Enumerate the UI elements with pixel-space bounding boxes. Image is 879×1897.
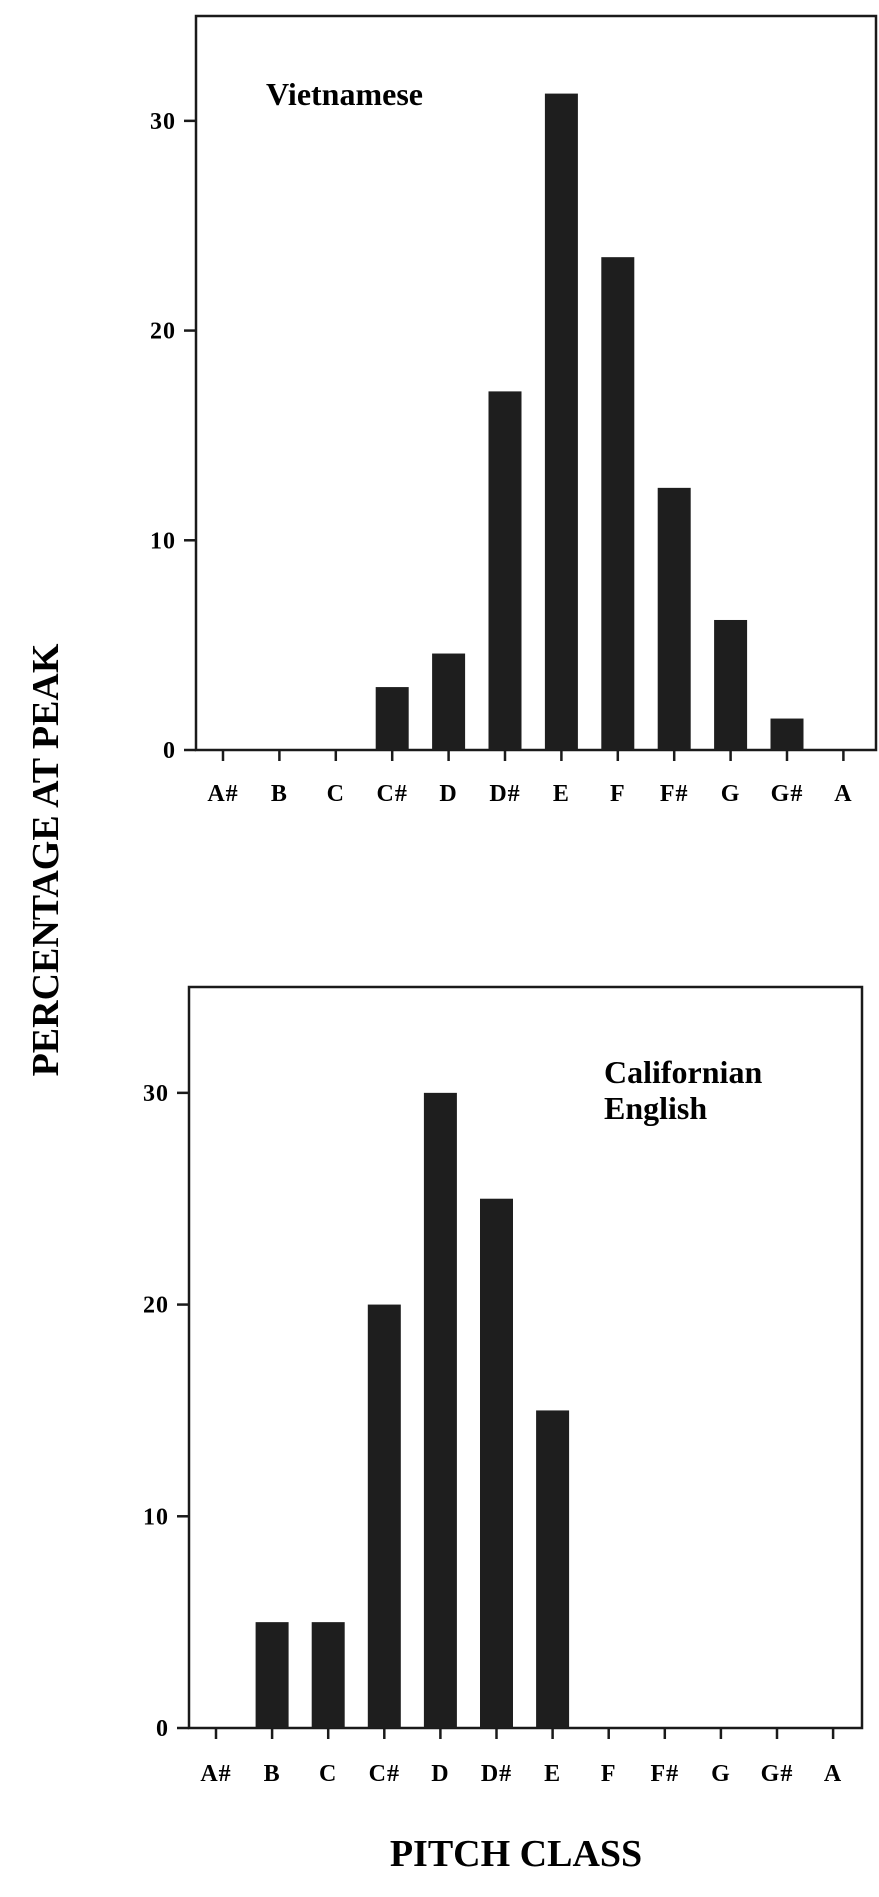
vietnamese-panel: 0 10 20 30 A# B C C# D D# E F F# G G# A Vietnamese — [150, 14, 878, 807]
x-tick-label: C# — [369, 1761, 400, 1787]
bar-d — [423, 1092, 457, 1728]
x-tick-label: G — [711, 1761, 731, 1787]
x-tick-label: B — [271, 781, 288, 807]
x-tick-label: F# — [650, 1761, 679, 1787]
y-tick-label: 20 — [143, 1293, 169, 1319]
x-tick-label: A# — [200, 1761, 231, 1787]
plot-frame — [187, 985, 864, 1730]
x-tick-label: E — [544, 1761, 561, 1787]
x-axis-title: PITCH CLASS — [390, 1833, 642, 1875]
bar-g-sharp — [770, 718, 804, 750]
y-axis-title: PERCENTAGE AT PEAK — [25, 643, 67, 1076]
x-tick-label: C# — [377, 781, 408, 807]
panel-title-line: Californian — [604, 1054, 762, 1090]
x-tick-label: C — [327, 781, 345, 807]
x-tick-label: D — [431, 1761, 449, 1787]
x-tick-label: G# — [761, 1761, 794, 1787]
x-tick-label: C — [319, 1761, 337, 1787]
y-tick-label: 0 — [156, 1716, 169, 1742]
x-tick-label: D — [439, 781, 457, 807]
y-tick-label: 10 — [143, 1504, 169, 1530]
x-tick-label: F — [610, 781, 626, 807]
plot-frame — [194, 14, 878, 752]
panel-title: Vietnamese — [266, 76, 423, 112]
x-tick-label: B — [264, 1761, 281, 1787]
bar-c — [311, 1622, 345, 1728]
x-tick-label: F — [601, 1761, 617, 1787]
bar-b — [255, 1622, 289, 1728]
x-tick-label: G — [721, 781, 741, 807]
x-tick-label: F# — [660, 781, 689, 807]
x-tick-label: A — [834, 781, 852, 807]
bar-g — [714, 619, 748, 750]
bar-c-sharp — [367, 1304, 401, 1728]
x-tick-label: A# — [207, 781, 238, 807]
y-tick-label: 30 — [143, 1081, 169, 1107]
bar-d — [432, 653, 466, 750]
panel-title-line: English — [604, 1090, 707, 1126]
bar-f-sharp — [657, 487, 691, 750]
bar-c-sharp — [375, 687, 409, 750]
y-tick-label: 10 — [150, 528, 176, 554]
californian-english-panel: 0 10 20 30 A# B C C# D D# E F F# G G# A CalifornianEngli… — [143, 985, 864, 1787]
bar-e — [536, 1410, 570, 1728]
y-tick-label: 0 — [163, 738, 176, 764]
y-tick-label: 20 — [150, 319, 176, 345]
bar-d-sharp — [480, 1198, 513, 1728]
x-tick-label: D# — [481, 1761, 512, 1787]
y-tick-label: 30 — [150, 109, 176, 135]
bar-d-sharp — [488, 391, 522, 750]
x-tick-label: G# — [771, 781, 804, 807]
bar-e — [544, 93, 578, 750]
x-tick-label: E — [553, 781, 570, 807]
x-tick-label: D# — [489, 781, 520, 807]
bar-f — [601, 257, 635, 750]
x-tick-label: A — [824, 1761, 842, 1787]
